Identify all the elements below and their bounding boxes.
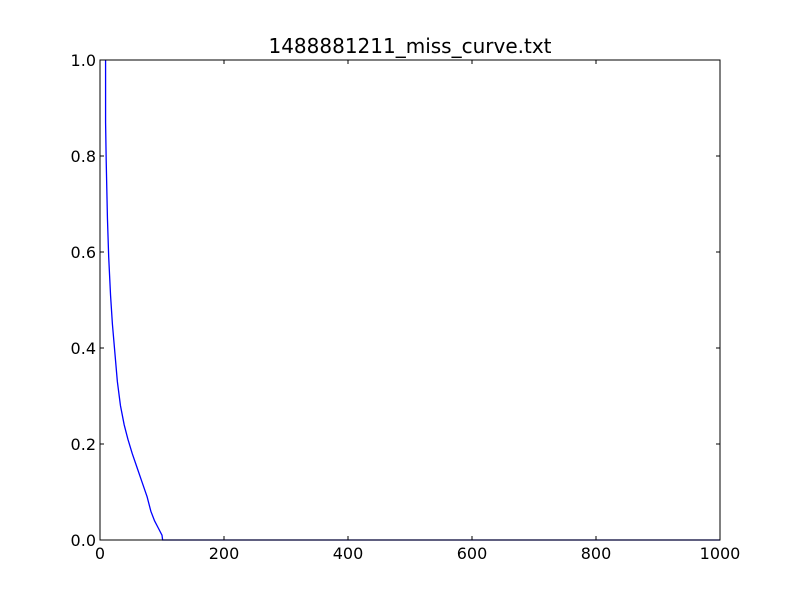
- plot-area: [100, 60, 720, 540]
- chart-title: 1488881211_miss_curve.txt: [268, 34, 552, 58]
- x-tick-label: 800: [581, 544, 612, 563]
- x-tick-label: 200: [209, 544, 240, 563]
- y-tick-label: 0.4: [71, 339, 96, 358]
- y-tick-label: 0.8: [71, 147, 96, 166]
- y-tick-label: 1.0: [71, 51, 96, 70]
- x-tick-label: 0: [95, 544, 105, 563]
- x-tick-label: 1000: [700, 544, 741, 563]
- x-tick-label: 400: [333, 544, 364, 563]
- plot-frame: [99, 59, 721, 541]
- y-tick-label: 0.6: [71, 243, 96, 262]
- x-tick-label: 600: [457, 544, 488, 563]
- tick-layer: 0 200 400 600 800 1000 0.0 0.2 0.4 0.6 0.8 1.0: [71, 51, 741, 563]
- y-tick-label: 0.2: [71, 435, 96, 454]
- y-tick-label: 0.0: [71, 531, 96, 550]
